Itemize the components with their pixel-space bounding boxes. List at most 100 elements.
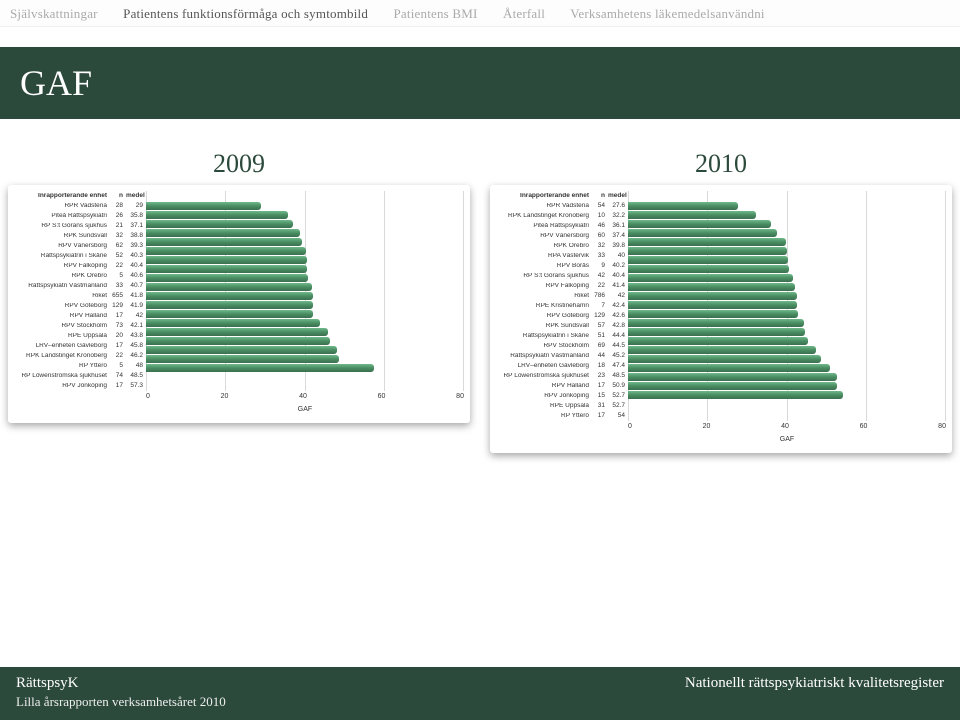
footer-left: RättspsyK [16,675,79,692]
bar [146,346,337,354]
table-row: RP Löwenströmska sjukhuset2348.5 [496,371,628,381]
table-row: Rättspsykiatri Västmanland3340.7 [14,281,146,291]
table-row: RPE Uppsala2043.8 [14,331,146,341]
table-row: Rättspsykiatrin i Skåne5144.4 [496,331,628,341]
chart-2009: 2009 Inrapporterande enhetnmedelRPR Vads… [8,149,470,453]
bar [628,391,843,399]
bar [628,238,786,246]
bar [628,229,777,237]
table-row: RPK Landstinget Kronoberg1032.2 [496,211,628,221]
table-row: RPV Jönköping1757.3 [14,381,146,391]
bar [628,328,805,336]
tab-3[interactable]: Återfall [503,6,545,21]
bar [628,382,837,390]
bar [628,265,789,273]
table-row: RP Ytterö1754 [496,411,628,421]
table-row: Riket65541.8 [14,291,146,301]
bar [628,337,808,345]
bar [146,202,261,210]
tab-0[interactable]: Självskattningar [10,6,98,21]
chart-2009-plot [146,191,464,391]
data-header: Inrapporterande enhetnmedel [14,191,146,201]
table-row: RPE Uppsala3152.7 [496,401,628,411]
bar [628,373,837,381]
bar [628,211,756,219]
bar [146,238,302,246]
bar [146,283,312,291]
tab-4[interactable]: Verksamhetens läkemedelsanvändni [570,6,764,21]
table-row: RPK Örebro540.6 [14,271,146,281]
table-row: RPV Göteborg12942.6 [496,311,628,321]
bar [146,256,307,264]
table-row: RPV Falköping2240.4 [14,261,146,271]
bar [628,319,804,327]
bar [628,310,798,318]
table-row: RPR Vadstena2829 [14,201,146,211]
table-row: RPV Jönköping1552.7 [496,391,628,401]
chart-2010-plot [628,191,946,421]
table-row: RPV Vänersborg6239.3 [14,241,146,251]
page-title: GAF [0,47,960,119]
bar [628,202,738,210]
table-row: RPV Vänersborg6037.4 [496,231,628,241]
footer-sub: Lilla årsrapporten verksamhetsåret 2010 [16,692,944,710]
bar [628,274,793,282]
table-row: RPE Kristinehamn742.4 [496,301,628,311]
table-row: Piteå Rättspsykiatri2635.8 [14,211,146,221]
bar [628,364,830,372]
bar [146,220,293,228]
chart-2010-labels: Inrapporterande enhetnmedelRPR Vadstena5… [496,191,628,421]
table-row: RPR Vadstena5427.6 [496,201,628,211]
chart-2010: 2010 Inrapporterande enhetnmedelRPR Vads… [490,149,952,453]
table-row: Piteå Rättspsykiatri4636.1 [496,221,628,231]
bar [628,301,797,309]
bar [146,337,330,345]
table-row: RPV Falköping2241.4 [496,281,628,291]
chart-2010-xaxis: 020406080 [628,421,946,430]
table-row: Rättspsykiatri Västmanland4445.2 [496,351,628,361]
table-row: LRV–enheten Gävleborg1847.4 [496,361,628,371]
table-row: RP Löwenströmska sjukhuset7448.5 [14,371,146,381]
chart-2009-xaxis: 020406080 [146,391,464,400]
table-row: RPK Örebro3239.8 [496,241,628,251]
tab-1[interactable]: Patientens funktionsförmåga och symtombi… [123,6,368,21]
tab-2[interactable]: Patientens BMI [394,6,478,21]
bar [146,310,313,318]
table-row: Riket78642 [496,291,628,301]
bar [628,355,821,363]
footer: RättspsyK Nationellt rättspsykiatriskt k… [0,667,960,720]
table-row: RP S:t Görans sjukhus2137.1 [14,221,146,231]
bar [628,292,797,300]
table-row: RPK Sundsvall3238.8 [14,231,146,241]
chart-2009-title: 2009 [8,149,470,179]
chart-2009-labels: Inrapporterande enhetnmedelRPR Vadstena2… [14,191,146,391]
table-row: RPV Halland1750.9 [496,381,628,391]
bar [146,319,320,327]
bar [146,274,308,282]
footer-right: Nationellt rättspsykiatriskt kvalitetsre… [685,675,944,692]
bar [146,328,328,336]
tabs-bar: Självskattningar Patientens funktionsför… [0,0,960,27]
table-row: RPK Landstinget Kronoberg2246.2 [14,351,146,361]
table-row: RPK Sundsvall5742.8 [496,321,628,331]
bar [146,364,374,372]
bar [628,220,771,228]
table-row: RPV Stockholm6944.5 [496,341,628,351]
table-row: LRV–enheten Gävleborg1745.8 [14,341,146,351]
table-row: RP Ytterö548 [14,361,146,371]
bar [146,229,300,237]
bar [146,292,313,300]
bar [146,355,339,363]
table-row: RPV Halland1742 [14,311,146,321]
chart-2009-xlabel: GAF [146,406,464,413]
table-row: RPV Stockholm7342.1 [14,321,146,331]
bar [628,346,816,354]
bar [628,247,787,255]
chart-2010-xlabel: GAF [628,436,946,443]
table-row: RPA Västervik3340 [496,251,628,261]
table-row: RPV Borås940.2 [496,261,628,271]
bar [146,301,313,309]
charts-container: 2009 Inrapporterande enhetnmedelRPR Vads… [0,149,960,453]
bar [146,211,288,219]
bar [628,256,788,264]
